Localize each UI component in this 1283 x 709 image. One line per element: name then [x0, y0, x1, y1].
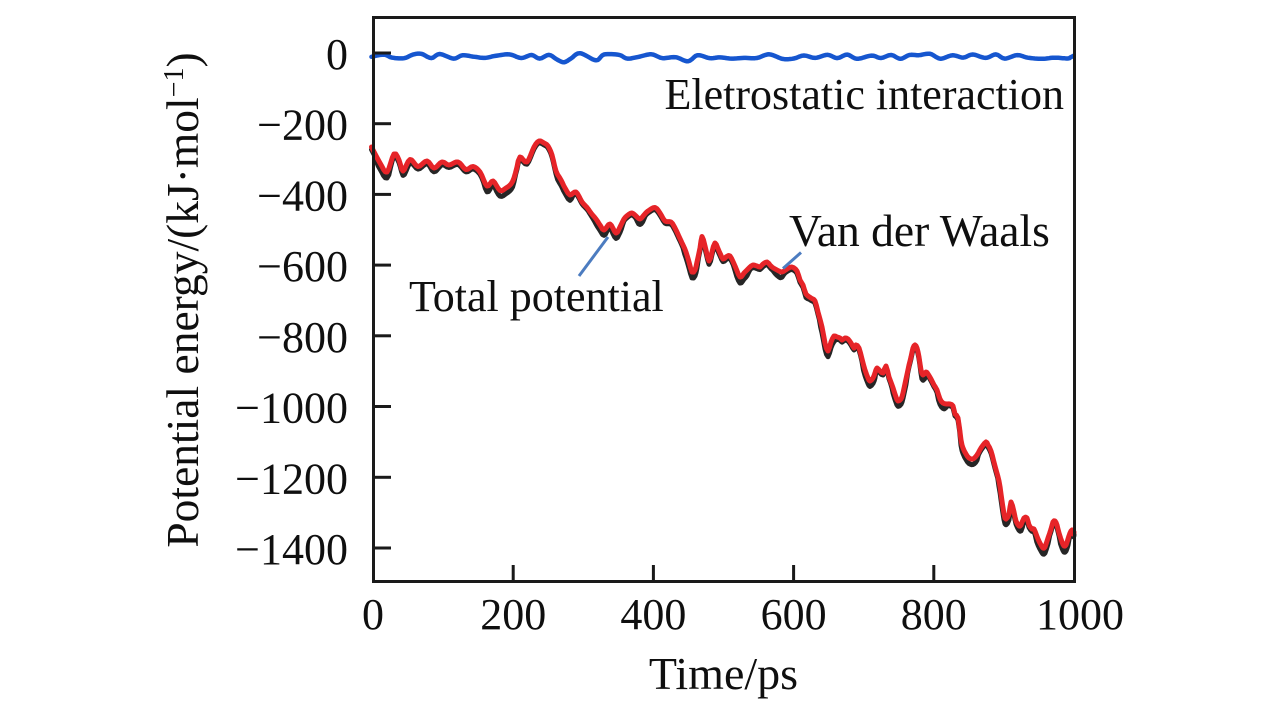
svg-text:−1200: −1200 [235, 454, 348, 503]
svg-text:600: 600 [761, 590, 827, 639]
svg-text:Potential energy/(kJ·mol−1): Potential energy/(kJ·mol−1) [157, 52, 208, 547]
svg-text:400: 400 [620, 590, 686, 639]
svg-text:0: 0 [362, 590, 384, 639]
svg-text:800: 800 [901, 590, 967, 639]
svg-text:−1400: −1400 [235, 525, 348, 574]
svg-text:1000: 1000 [1036, 590, 1124, 639]
svg-text:−400: −400 [257, 171, 348, 220]
svg-text:200: 200 [480, 590, 546, 639]
svg-text:Time/ps: Time/ps [649, 648, 798, 699]
svg-text:Van der Waals: Van der Waals [789, 205, 1050, 256]
svg-text:−1000: −1000 [235, 384, 348, 433]
svg-text:−200: −200 [257, 101, 348, 150]
svg-text:Eletrostatic interaction: Eletrostatic interaction [664, 70, 1064, 119]
svg-text:Total potential: Total potential [409, 272, 664, 321]
svg-text:−600: −600 [257, 242, 348, 291]
svg-text:−800: −800 [257, 313, 348, 362]
svg-text:0: 0 [326, 30, 348, 79]
